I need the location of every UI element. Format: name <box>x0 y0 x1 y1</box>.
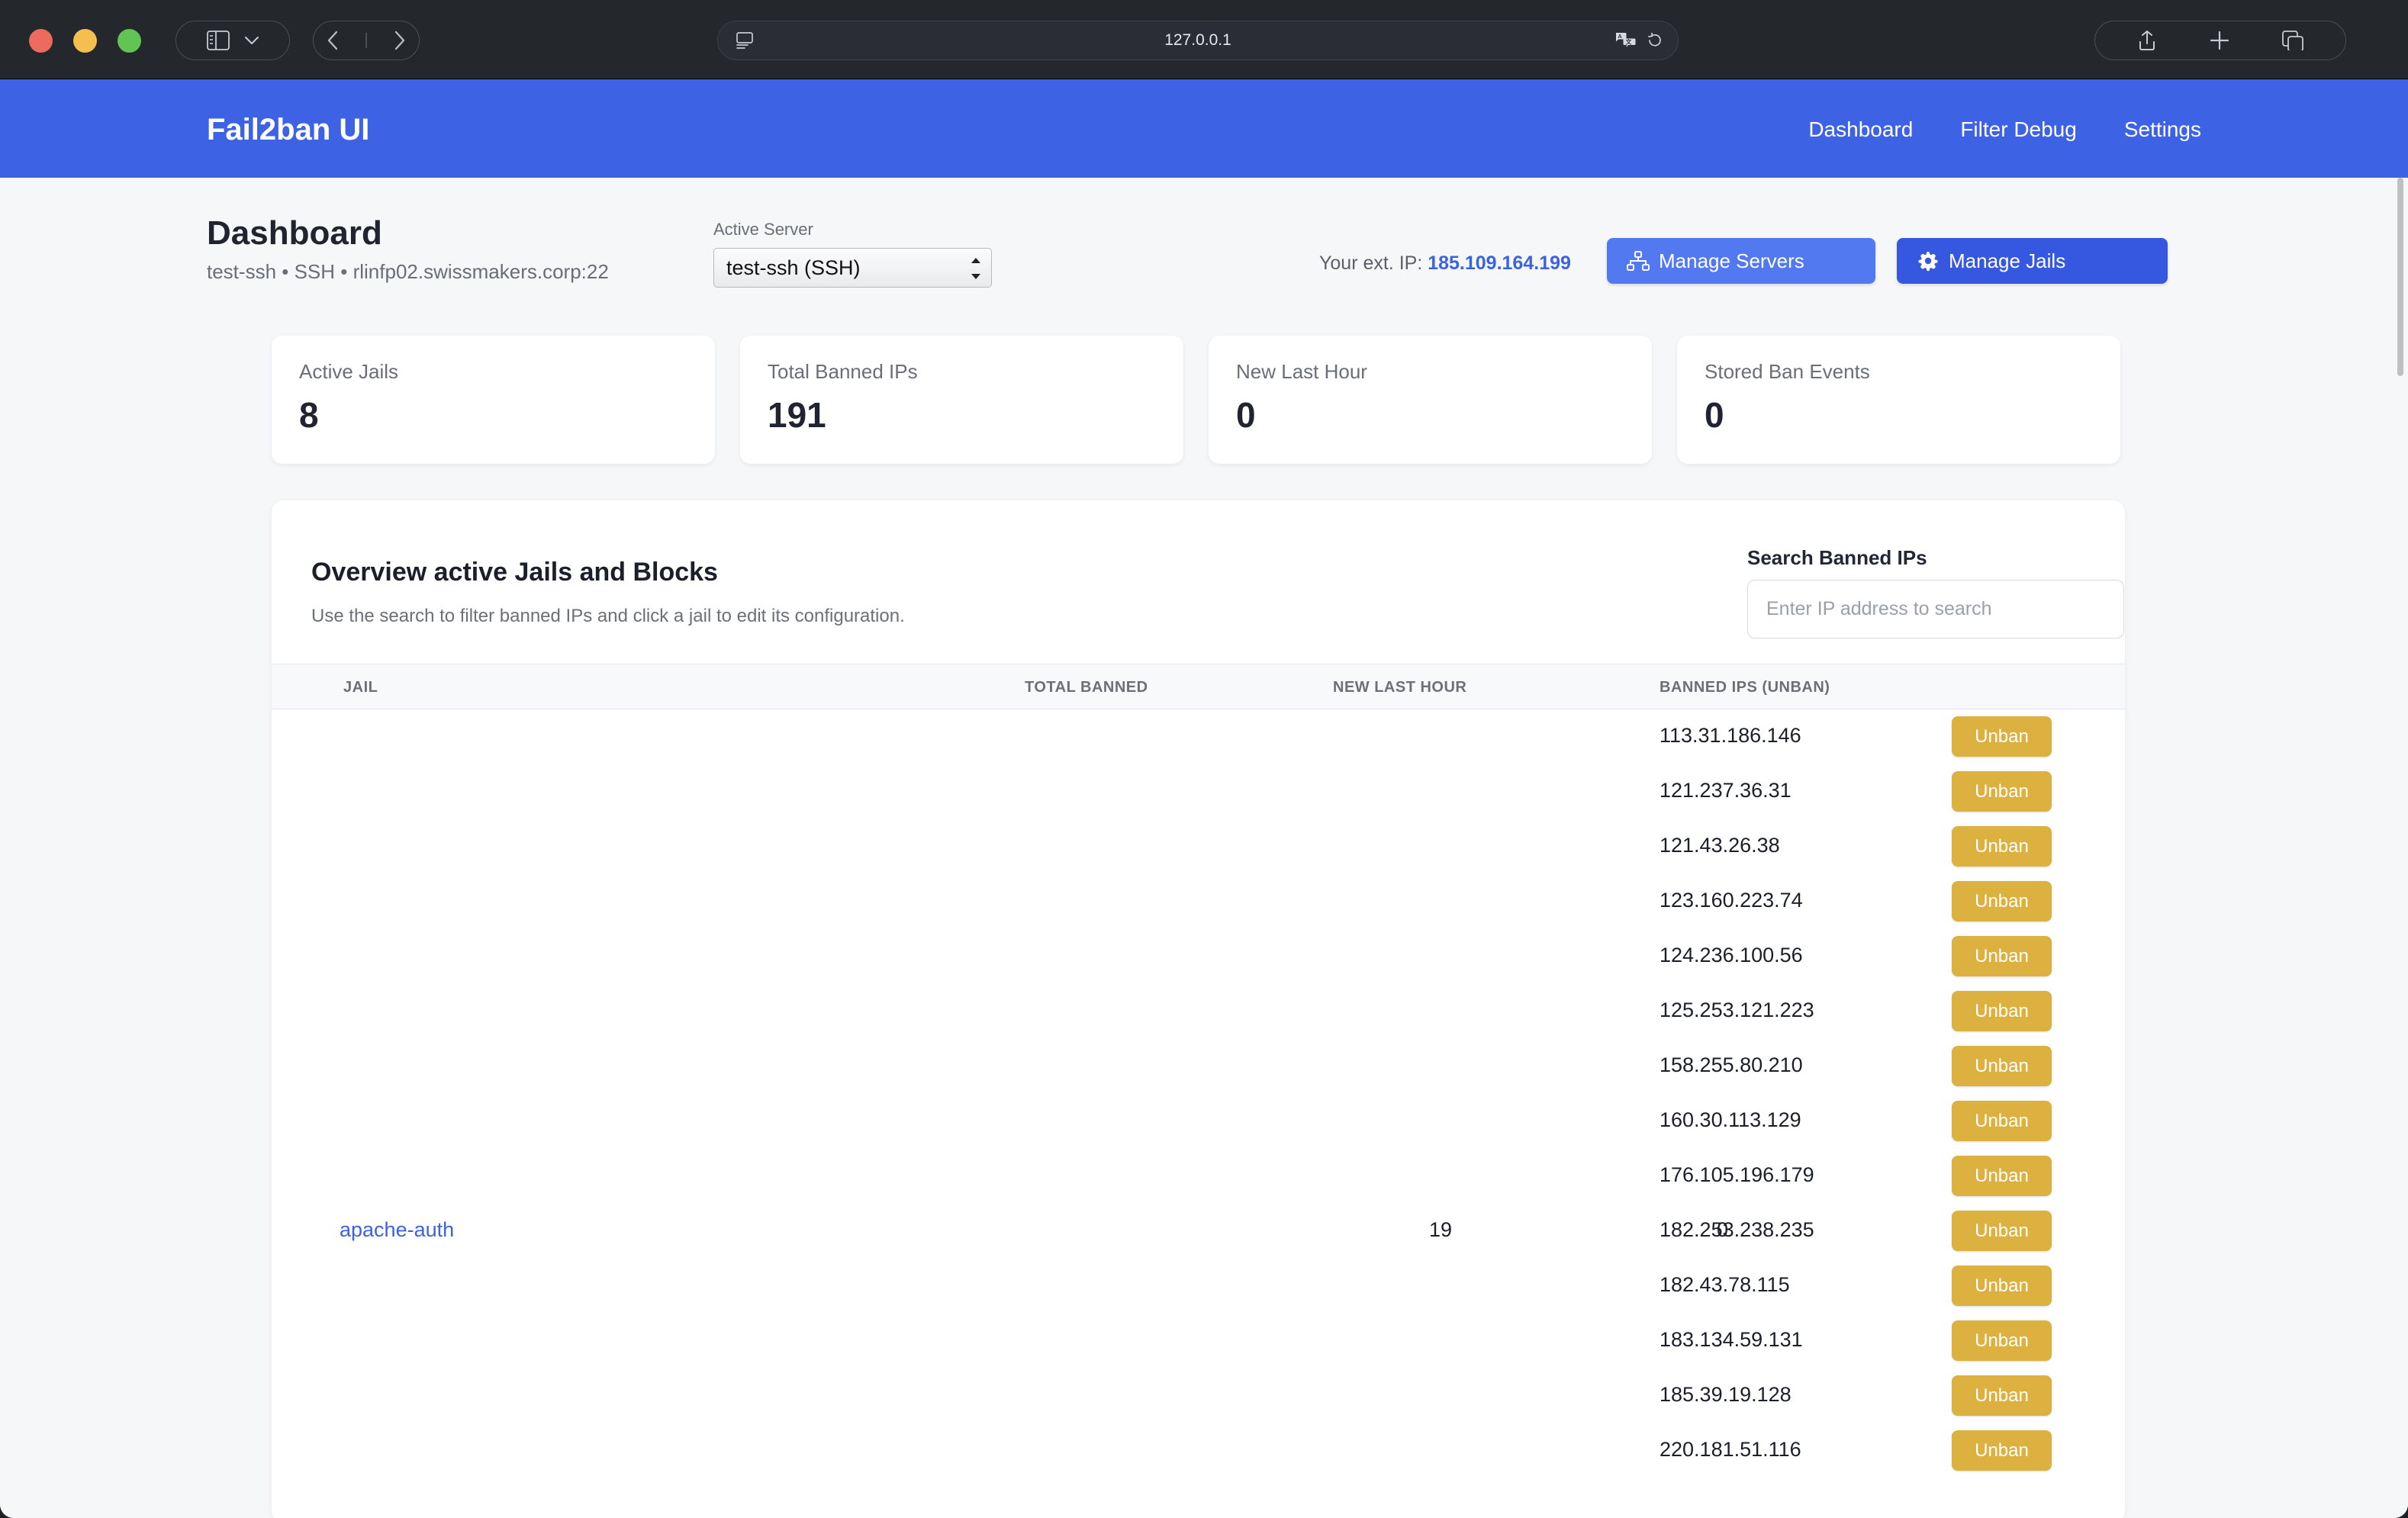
svg-text:文: 文 <box>1626 37 1632 45</box>
svg-text:A: A <box>1618 33 1622 40</box>
